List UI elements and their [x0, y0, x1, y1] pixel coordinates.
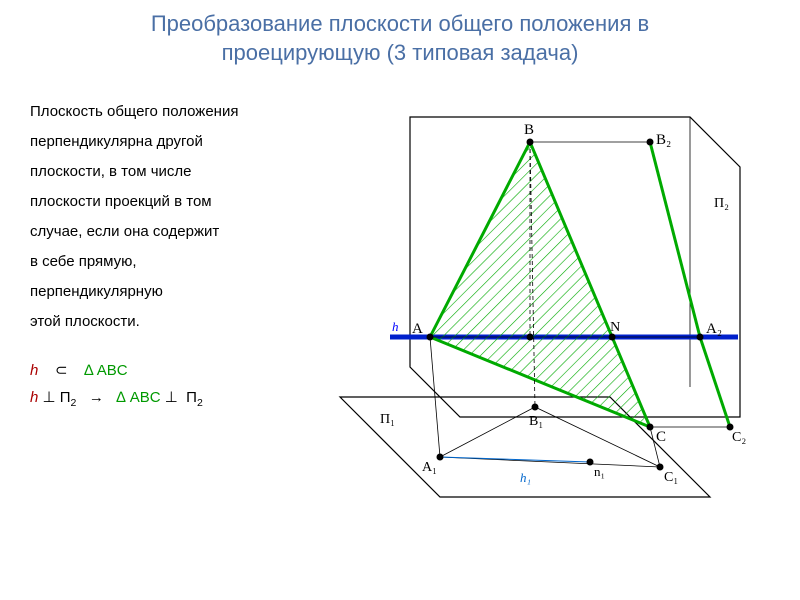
svg-text:П₁: П₁ [380, 412, 395, 427]
svg-text:C: C [656, 429, 666, 445]
svg-text:N: N [610, 320, 620, 335]
formula-line-2: h ⊥ П2 → ∆ ABC ⊥ П2 [30, 384, 330, 413]
sym-perp-2: ⊥ [165, 389, 182, 406]
sym-pi2-1: П2 [60, 389, 77, 406]
formula-line-1: h ⊂ ∆ ABC [30, 357, 330, 384]
geometry-diagram: B B₂ A A₂ N C C₂ A₁ B₁ C₁ n₁ П₁ П₂ h h₁ [330, 87, 750, 517]
sym-pi2-2: П2 [186, 389, 203, 406]
svg-text:A₁: A₁ [422, 460, 437, 475]
svg-text:h₁: h₁ [520, 470, 531, 485]
diagram-area: B B₂ A A₂ N C C₂ A₁ B₁ C₁ n₁ П₁ П₂ h h₁ [330, 87, 780, 517]
sym-arrow: → [89, 389, 104, 406]
svg-text:B₁: B₁ [529, 414, 543, 429]
para-l3: плоскости, в том числе [30, 157, 330, 187]
para-l6: в себе прямую, [30, 247, 330, 277]
description-column: Плоскость общего положения перпендикуляр… [30, 87, 330, 517]
title-line-1: Преобразование плоскости общего положени… [40, 10, 760, 39]
para-l5: случае, если она содержит [30, 217, 330, 247]
sym-h-2: h [30, 389, 38, 406]
para-l8: этой плоскости. [30, 307, 330, 337]
para-l7: перпендикулярную [30, 277, 330, 307]
para-l2: перпендикулярна другой [30, 127, 330, 157]
svg-text:B: B [524, 122, 534, 138]
sym-triangle-abc: ∆ ABC [84, 362, 127, 379]
sym-perp-1: ⊥ [43, 389, 60, 406]
svg-text:A: A [412, 321, 423, 337]
svg-text:П₂: П₂ [714, 196, 729, 211]
svg-text:n₁: n₁ [594, 464, 605, 479]
svg-text:B₂: B₂ [656, 132, 671, 148]
svg-text:C₂: C₂ [732, 430, 746, 445]
content-row: Плоскость общего положения перпендикуляр… [0, 67, 800, 517]
sym-h: h [30, 362, 38, 379]
sym-subset: ⊂ [55, 362, 68, 379]
slide-title: Преобразование плоскости общего положени… [0, 0, 800, 67]
para-l4: плоскости проекций в том [30, 187, 330, 217]
svg-text:C₁: C₁ [664, 470, 678, 485]
title-line-2: проецирующую (3 типовая задача) [40, 39, 760, 68]
svg-text:h: h [392, 319, 399, 334]
sym-triangle-abc-2: ∆ ABC [116, 389, 160, 406]
svg-text:A₂: A₂ [706, 321, 722, 337]
formulas-block: h ⊂ ∆ ABC h ⊥ П2 → ∆ ABC ⊥ П2 [30, 357, 330, 413]
para-l1: Плоскость общего положения [30, 97, 330, 127]
